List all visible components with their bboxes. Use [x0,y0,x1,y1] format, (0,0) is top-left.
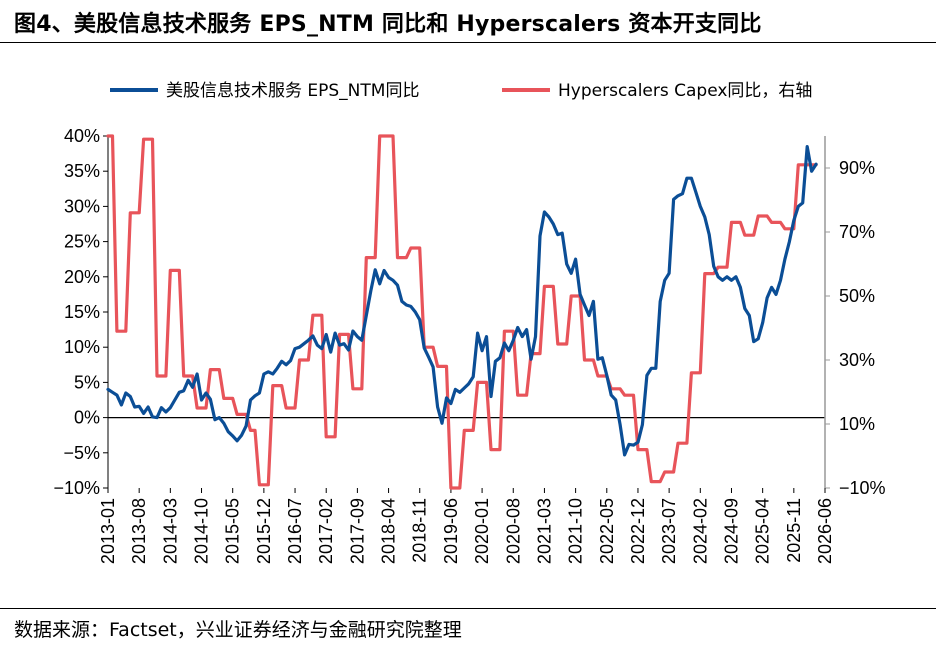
x-tick-label: 2021-03 [534,498,554,564]
x-tick-label: 2022-12 [628,498,648,564]
x-tick-label: 2026-06 [815,498,835,564]
x-tick-label: 2017-02 [316,498,336,564]
x-tick-label: 2020-08 [503,498,523,564]
right-tick-label: 70% [839,222,875,242]
x-tick-label: 2022-05 [597,498,617,564]
x-tick-label: 2017-09 [347,498,367,564]
left-tick-label: 40% [64,126,100,146]
left-tick-label: 30% [64,196,100,216]
x-tick-label: 2018-04 [379,498,399,564]
left-tick-label: 10% [64,337,100,357]
x-tick-label: 2020-01 [472,498,492,564]
left-tick-label: 20% [64,267,100,287]
x-tick-label: 2025-11 [784,498,804,563]
left-tick-label: 25% [64,232,100,252]
title-divider [0,42,936,43]
right-tick-label: −10% [839,478,886,498]
x-tick-label: 2025-04 [753,498,773,564]
x-tick-label: 2023-07 [659,498,679,564]
dual-axis-line-chart: 美股信息技术服务 EPS_NTM同比 Hyperscalers Capex同比，… [53,81,885,564]
x-tick-label: 2021-10 [566,498,586,564]
right-tick-label: 30% [839,350,875,370]
hyperscalers-capex-yoy-line [106,134,818,490]
left-tick-label: 5% [74,372,100,392]
x-tick-label: 2016-07 [285,498,305,564]
x-tick-label: 2024-02 [690,498,710,564]
x-tick-label: 2019-06 [441,498,461,564]
x-tick-label: 2014-10 [192,498,212,564]
eps-ntm-yoy-line [106,144,818,457]
tick-labels: 40% 35% 30% 25% 20% 15% 10% 5% 0% −5% −10% 90% 70% 50… [53,126,885,564]
x-tick-label: 2015-05 [223,498,243,564]
axes [103,135,830,493]
left-tick-label: −5% [63,443,100,463]
x-tick-label: 2014-03 [160,498,180,564]
footer-divider [0,608,936,609]
right-tick-label: 50% [839,286,875,306]
x-tick-label: 2013-01 [98,498,118,564]
x-tick-label: 2018-11 [410,498,430,563]
series-lines [106,134,818,490]
left-tick-label: 0% [74,408,100,428]
left-tick-label: 35% [64,161,100,181]
x-tick-label: 2024-09 [721,498,741,564]
source-note: 数据来源：Factset，兴业证券经济与金融研究院整理 [14,619,462,641]
left-tick-label: 15% [64,302,100,322]
legend-label-eps: 美股信息技术服务 EPS_NTM同比 [166,81,419,101]
right-tick-label: 10% [839,414,875,434]
left-tick-label: −10% [53,478,100,498]
legend-label-capex: Hyperscalers Capex同比，右轴 [558,81,812,101]
right-tick-label: 90% [839,158,875,178]
x-tick-label: 2015-12 [254,498,274,564]
chart-legend: 美股信息技术服务 EPS_NTM同比 Hyperscalers Capex同比，… [110,81,812,101]
figure-title: 图4、美股信息技术服务 EPS_NTM 同比和 Hyperscalers 资本开… [14,12,762,37]
x-tick-label: 2013-08 [129,498,149,564]
